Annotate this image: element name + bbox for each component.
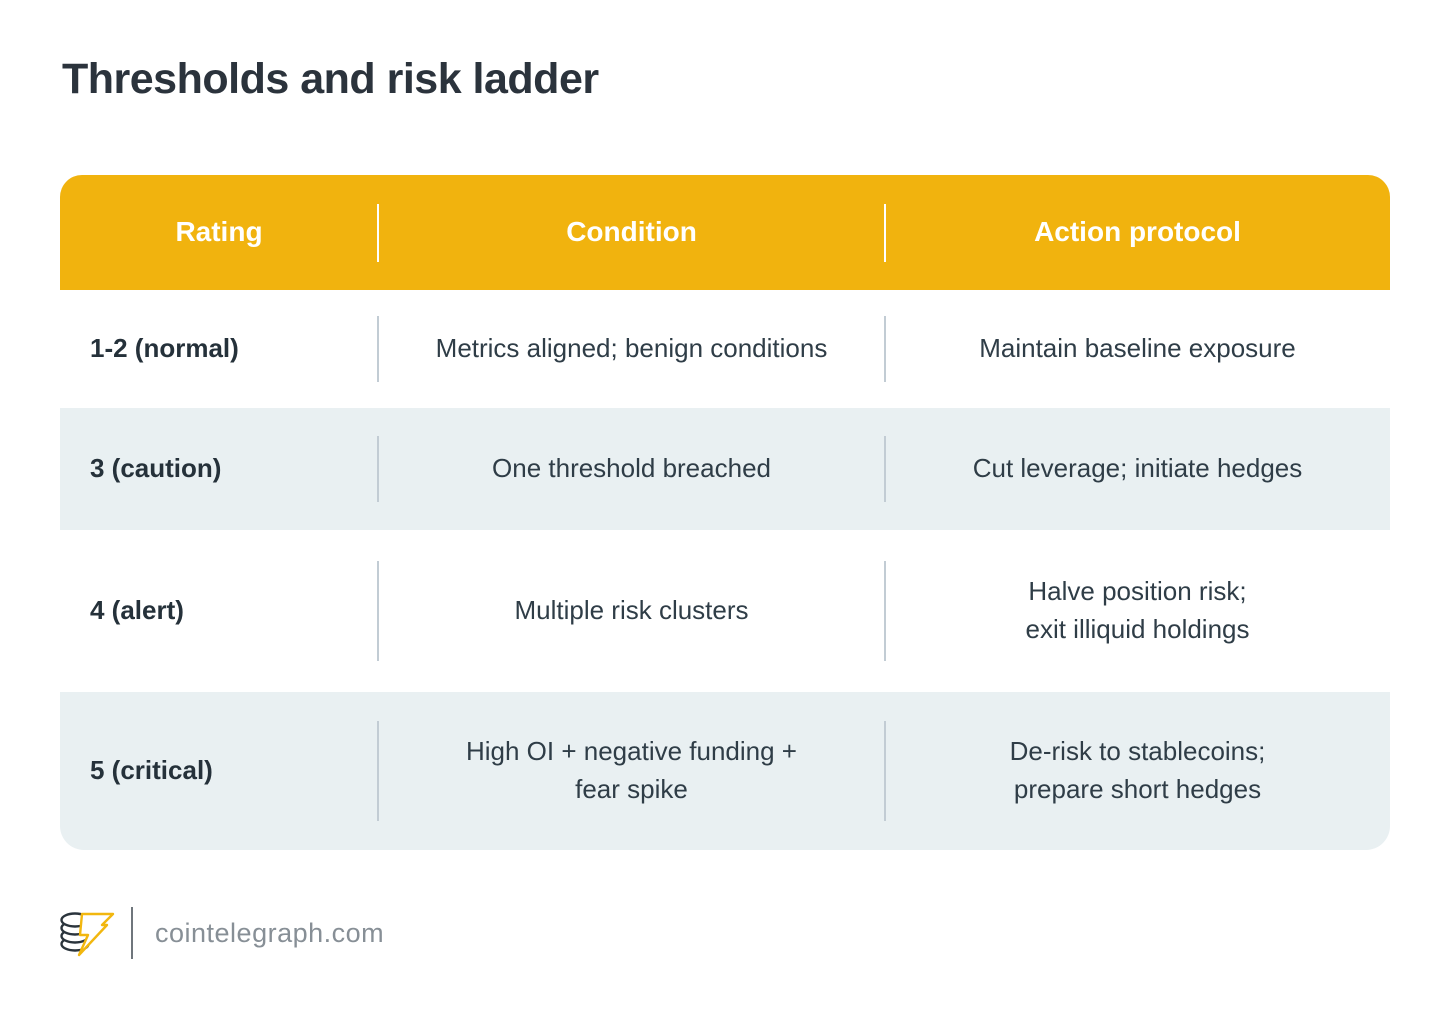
rating-cell: 4 (alert)	[90, 595, 184, 626]
column-divider	[884, 316, 886, 382]
action-cell: Cut leverage; initiate hedges	[972, 453, 1303, 484]
table-row: 1-2 (normal) Metrics aligned; benign con…	[60, 290, 1390, 408]
condition-cell: One threshold breached	[492, 453, 771, 484]
action-cell: De-risk to stablecoins; prepare short he…	[1009, 736, 1266, 804]
column-divider	[377, 436, 379, 502]
column-divider	[377, 721, 379, 821]
cointelegraph-logo-icon	[60, 912, 115, 957]
header-action-protocol: Action protocol	[1034, 216, 1241, 248]
rating-cell: 3 (caution)	[90, 453, 222, 484]
condition-cell: Metrics aligned; benign conditions	[435, 333, 828, 364]
header-rating: Rating	[175, 216, 263, 248]
column-divider	[377, 203, 379, 262]
condition-cell: High OI + negative funding + fear spike	[465, 736, 797, 804]
table-row: 5 (critical) High OI + negative funding …	[60, 692, 1390, 850]
rating-cell: 1-2 (normal)	[90, 333, 239, 364]
action-cell: Halve position risk; exit illiquid holdi…	[1025, 576, 1250, 644]
column-divider	[884, 436, 886, 502]
footer-divider	[131, 907, 133, 959]
footer: cointelegraph.com	[55, 900, 384, 966]
column-divider	[884, 203, 886, 262]
table-row: 3 (caution) One threshold breached Cut l…	[60, 408, 1390, 530]
column-divider	[884, 721, 886, 821]
rating-cell: 5 (critical)	[90, 755, 213, 786]
action-cell: Maintain baseline exposure	[979, 333, 1296, 364]
risk-ladder-table: Rating Condition Action protocol 1-2 (no…	[60, 175, 1390, 850]
column-divider	[884, 561, 886, 661]
brand-url: cointelegraph.com	[155, 917, 385, 948]
table-row: 4 (alert) Multiple risk clusters Halve p…	[60, 530, 1390, 692]
column-divider	[377, 561, 379, 661]
column-divider	[377, 316, 379, 382]
page-title: Thresholds and risk ladder	[62, 55, 599, 103]
condition-cell: Multiple risk clusters	[514, 595, 749, 626]
table-header-row: Rating Condition Action protocol	[60, 175, 1390, 290]
header-condition: Condition	[566, 216, 697, 248]
